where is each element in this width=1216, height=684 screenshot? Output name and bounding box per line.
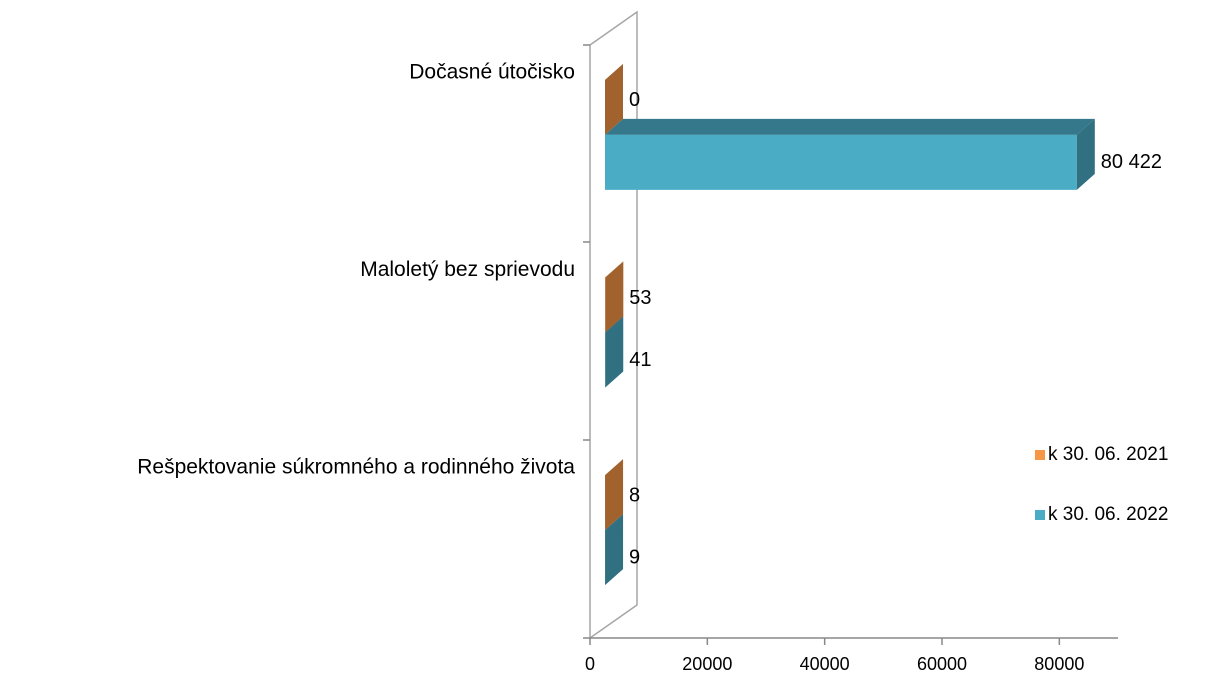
value-label: 8 — [629, 484, 640, 506]
bar — [605, 261, 624, 333]
bar — [605, 514, 624, 586]
bar — [605, 63, 623, 135]
x-tick-label: 20000 — [682, 654, 732, 674]
bar-side — [1076, 118, 1095, 190]
bar-side — [605, 514, 624, 586]
legend-swatch — [1035, 510, 1045, 520]
legend-label: k 30. 06. 2021 — [1048, 444, 1168, 465]
x-tick-label: 60000 — [917, 654, 967, 674]
bar-side — [605, 261, 624, 333]
bar-side — [605, 316, 624, 388]
category-label: Rešpektovanie súkromného a rodinného živ… — [137, 456, 575, 479]
bar — [605, 316, 624, 388]
bar-top — [605, 118, 1095, 135]
value-label: 53 — [629, 287, 651, 309]
bar-side — [605, 63, 623, 135]
bar-top — [605, 261, 624, 278]
value-label: 80 422 — [1101, 151, 1162, 173]
value-label: 0 — [629, 89, 640, 111]
bar-top — [605, 459, 624, 476]
bar-front — [605, 134, 1077, 190]
bar — [605, 118, 1095, 190]
bar-side — [605, 459, 624, 531]
bar-top — [605, 316, 624, 333]
legend-swatch — [1035, 450, 1045, 460]
x-tick-label: 0 — [585, 654, 595, 674]
category-label: Dočasné útočisko — [409, 60, 575, 83]
x-tick-label: 80000 — [1034, 654, 1084, 674]
value-label: 41 — [629, 349, 651, 371]
walls — [583, 10, 1118, 640]
value-label: 9 — [629, 546, 640, 568]
x-tick-label: 40000 — [800, 654, 850, 674]
bar — [605, 459, 624, 531]
bar-top — [605, 514, 624, 531]
legend-label: k 30. 06. 2022 — [1048, 504, 1168, 525]
category-label: Maloletý bez sprievodu — [360, 258, 575, 281]
